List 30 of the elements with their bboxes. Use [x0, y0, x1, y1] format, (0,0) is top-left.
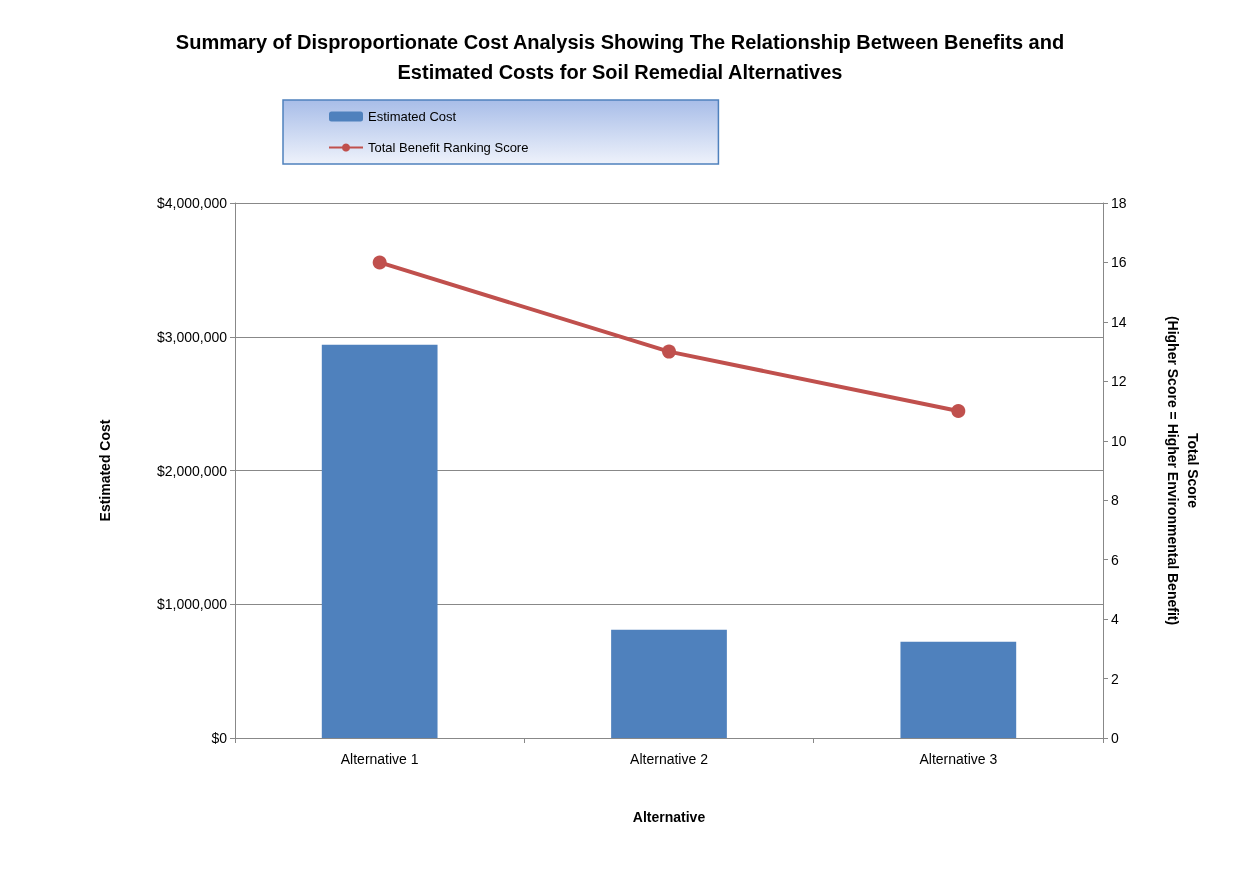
- point: [372, 255, 387, 270]
- y2-tick-label: 12: [1111, 373, 1127, 390]
- y2-tick-label: 16: [1111, 254, 1127, 271]
- y2-tick-label: 18: [1111, 195, 1127, 211]
- y-tick-label: $0: [211, 730, 228, 746]
- y2-tick-label: 14: [1111, 313, 1127, 330]
- y-tick-label: $3,000,000: [156, 328, 228, 345]
- bar: [321, 344, 438, 738]
- chart-title: Summary of Disproportionate Cost Analysis Showing The Relationship Between Benefits and Estimated Costs for Soil Remedial Alternatives: [175, 31, 1065, 83]
- y2-tick-label: 6: [1111, 551, 1119, 568]
- y2-tick-label: 4: [1111, 611, 1119, 628]
- point: [951, 404, 966, 419]
- y2-tick-label: 8: [1111, 492, 1119, 509]
- x-tick-label: Alternative 1: [340, 751, 419, 767]
- x-tick-label: Alternative 3: [919, 751, 998, 767]
- point: [662, 344, 676, 359]
- y-tick-label: $2,000,000: [156, 462, 228, 479]
- x-tick-label: Alternative 2: [630, 751, 709, 767]
- bar: [611, 629, 727, 738]
- y2-axis-title: Total Score (Higher Score = Higher Environmental Benefit): [1165, 315, 1201, 626]
- y2-tick-label: 10: [1111, 432, 1127, 449]
- legend-label: Total Benefit Ranking Score: [368, 140, 529, 155]
- y-axis-title: Estimated Cost: [97, 419, 113, 522]
- bar: [900, 641, 1017, 738]
- x-axis-title: Alternative: [632, 809, 706, 825]
- y-tick-label: $4,000,000: [156, 195, 228, 211]
- y2-tick-label: 2: [1111, 670, 1119, 687]
- legend-label: Estimated Cost: [368, 109, 457, 124]
- y2-tick-label: 0: [1111, 730, 1119, 746]
- y-tick-label: $1,000,000: [156, 596, 228, 613]
